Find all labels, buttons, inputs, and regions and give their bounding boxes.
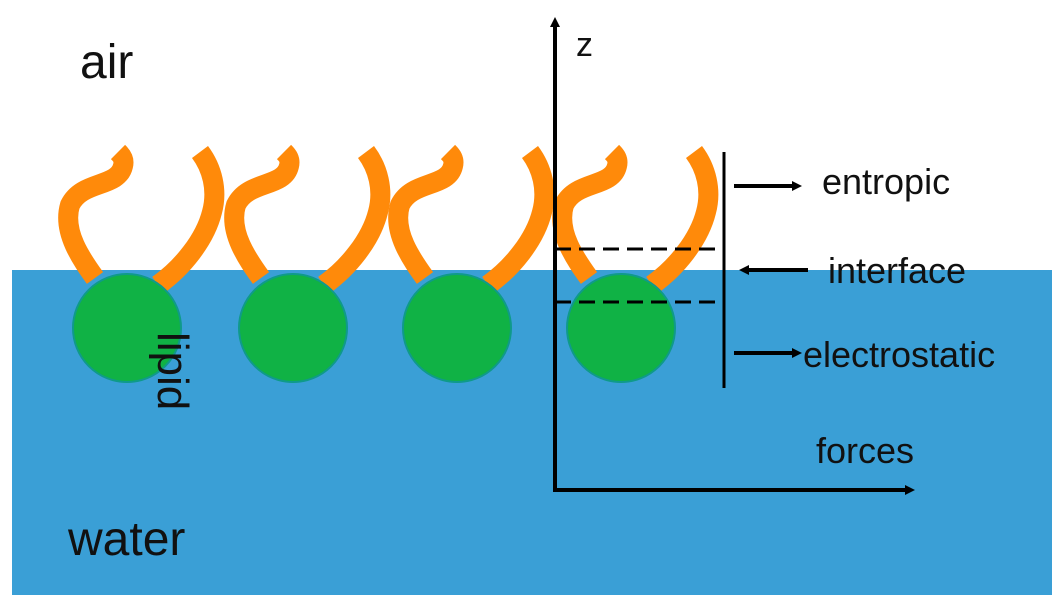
lipid-tail-right: [318, 146, 391, 294]
lipid-tail-left: [552, 144, 628, 284]
entropic-label: entropic: [822, 161, 950, 202]
lipid-tail-right: [482, 146, 555, 294]
lipid-tail-left: [58, 144, 134, 284]
lipid-tail-right: [646, 146, 719, 294]
lipid-head: [72, 273, 182, 383]
lipid-head: [566, 273, 676, 383]
lipid-head: [402, 273, 512, 383]
lipid-molecule: [224, 144, 391, 383]
lipid-label: lipid: [148, 332, 197, 410]
lipid-molecule: [58, 144, 225, 383]
lipid-tail-left: [388, 144, 464, 284]
interface-label: interface: [828, 250, 966, 291]
electrostatic-label: electrostatic: [803, 334, 995, 375]
lipid-tail-right: [152, 146, 225, 294]
lipid-molecule: [388, 144, 555, 383]
lipid-head: [238, 273, 348, 383]
water-label: water: [67, 513, 185, 566]
water-region: [12, 270, 1052, 595]
lipid-tail-left: [224, 144, 300, 284]
z-axis-label: z: [576, 26, 593, 64]
air-label: air: [80, 36, 133, 89]
forces-axis-label: forces: [816, 430, 914, 471]
